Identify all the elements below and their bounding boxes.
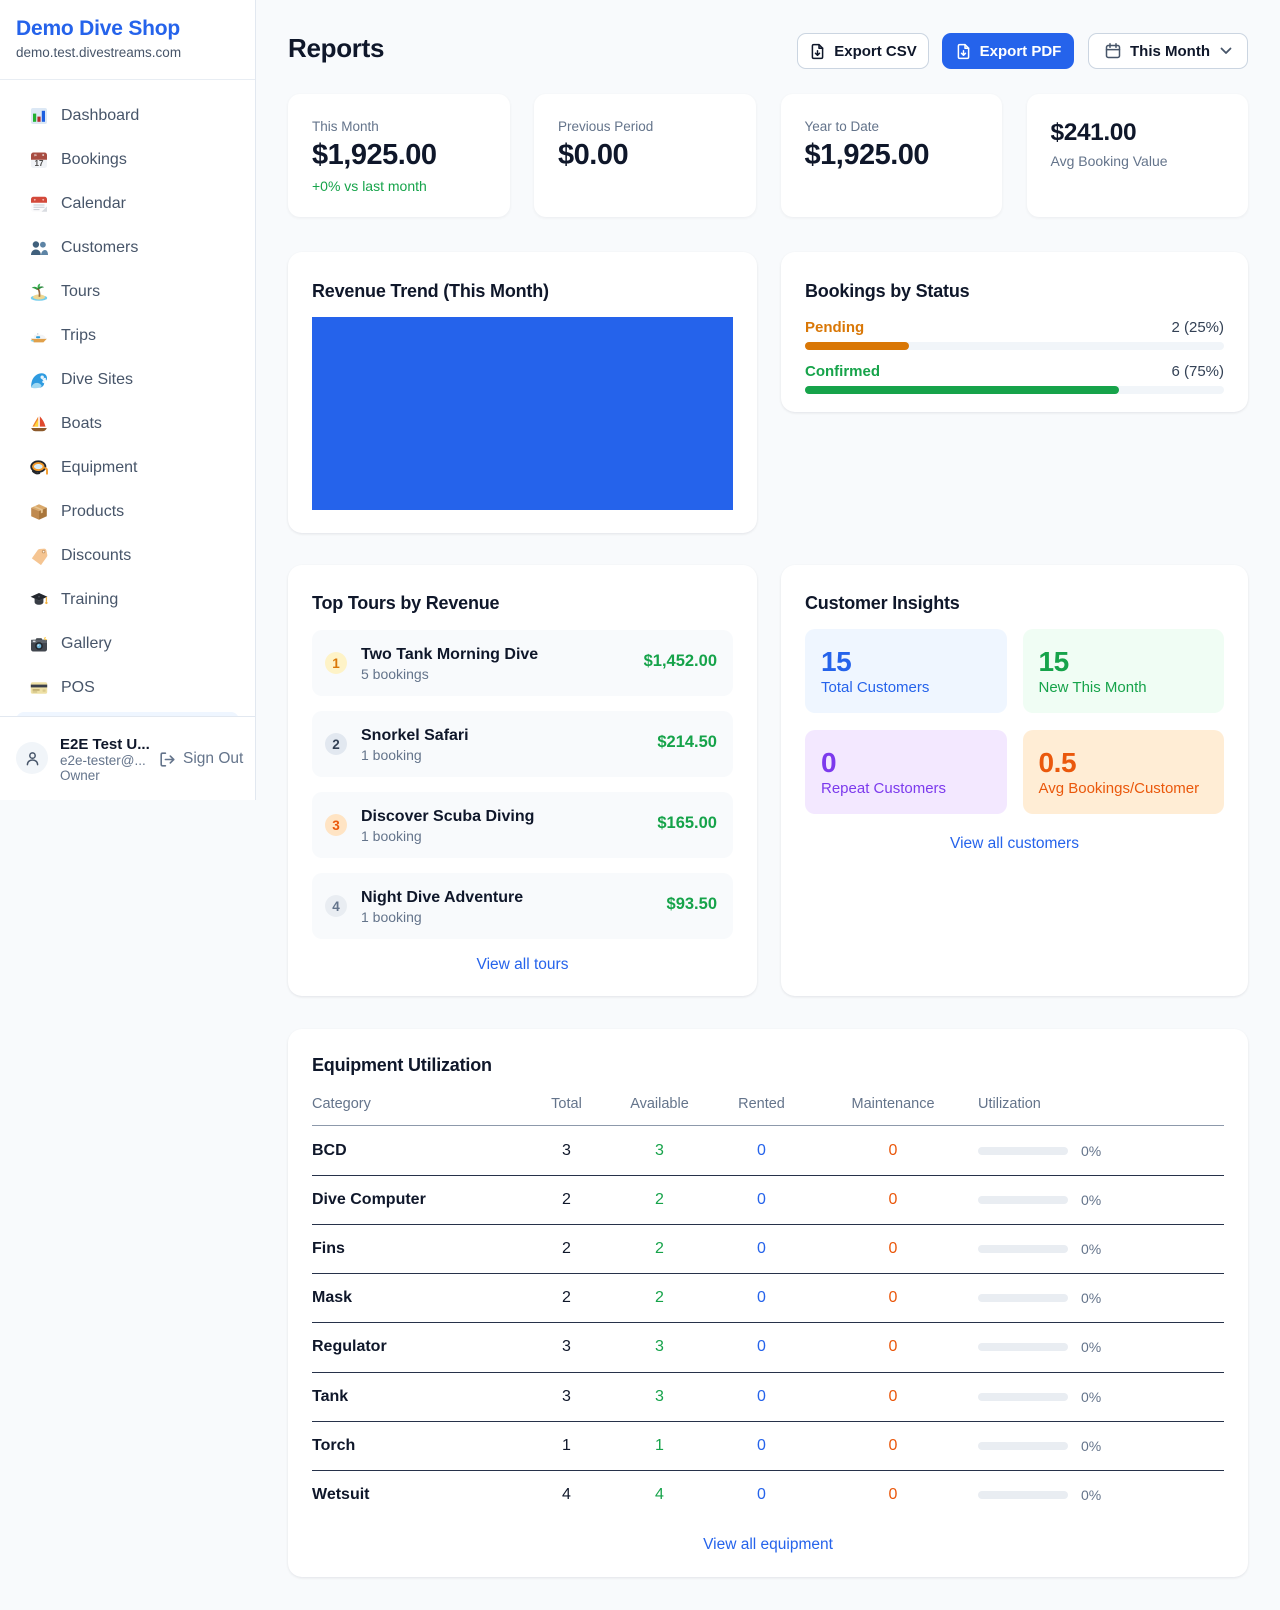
svg-text:17: 17 bbox=[35, 159, 44, 168]
